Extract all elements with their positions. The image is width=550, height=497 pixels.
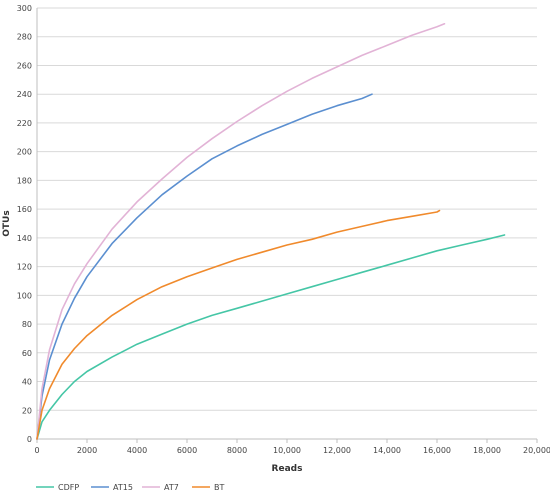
legend-label-at15: AT15 — [113, 483, 133, 492]
x-tick-label: 20,000 — [523, 446, 550, 455]
y-tick-label: 220 — [17, 119, 32, 128]
y-tick-label: 0 — [27, 435, 32, 444]
x-tick-label: 14,000 — [373, 446, 401, 455]
x-tick-label: 12,000 — [323, 446, 351, 455]
x-tick-label: 8000 — [227, 446, 247, 455]
y-axis: 0 20 40 60 80 100 120 140 160 180 200 220 240 260 280 3… — [17, 4, 38, 444]
y-tick-label: 280 — [17, 33, 32, 42]
x-tick-label: 4000 — [127, 446, 147, 455]
x-axis-title: Reads — [272, 464, 303, 474]
legend-label-cdfp: CDFP — [58, 483, 79, 492]
series-line-at15 — [36, 93, 373, 440]
y-tick-label: 80 — [22, 320, 32, 329]
y-tick-label: 240 — [17, 90, 32, 99]
x-tick-label: 18,000 — [473, 446, 501, 455]
x-tick-label: 0 — [34, 446, 39, 455]
x-tick-label: 6000 — [177, 446, 197, 455]
series-lines — [36, 22, 506, 440]
y-tick-label: 160 — [17, 205, 32, 214]
y-tick-label: 120 — [17, 263, 32, 272]
series-line-cdfp — [36, 234, 506, 440]
y-tick-label: 40 — [22, 378, 32, 387]
y-tick-label: 200 — [17, 148, 32, 157]
series-line-at7 — [36, 22, 446, 440]
y-axis-title: OTUs — [2, 210, 12, 236]
x-axis: 0 2000 4000 6000 8000 10,000 12,000 14,000 16,00… — [34, 438, 550, 455]
y-tick-label: 140 — [17, 234, 32, 243]
series-line-bt — [36, 209, 441, 440]
y-tick-label: 100 — [17, 291, 32, 300]
y-tick-label: 180 — [17, 176, 32, 185]
legend: CDFP AT15 AT7 BT — [36, 483, 224, 492]
x-tick-label: 16,000 — [423, 446, 451, 455]
y-tick-label: 20 — [22, 406, 32, 415]
x-tick-label: 2000 — [77, 446, 97, 455]
y-tick-label: 60 — [22, 349, 32, 358]
y-tick-label: 300 — [17, 4, 32, 13]
legend-label-at7: AT7 — [164, 483, 179, 492]
x-tick-label: 10,000 — [273, 446, 301, 455]
y-tick-label: 260 — [17, 61, 32, 70]
gridlines — [37, 7, 537, 440]
legend-label-bt: BT — [214, 483, 224, 492]
